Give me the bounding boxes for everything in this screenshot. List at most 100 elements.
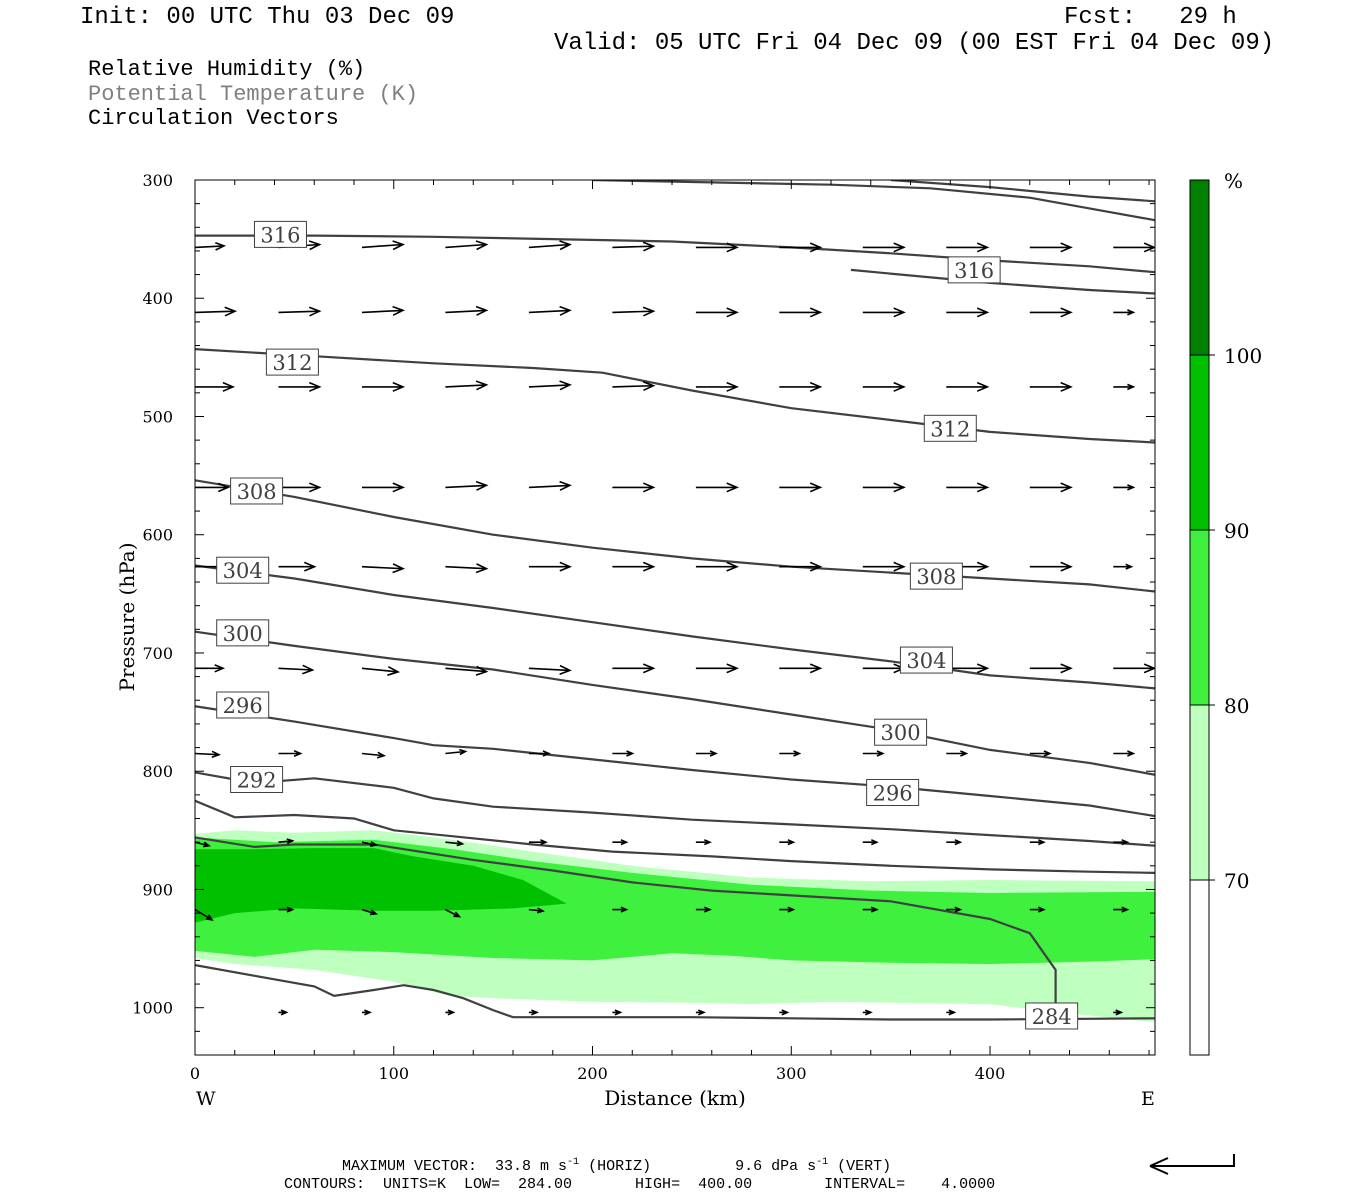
theta-contour-296 [195, 705, 1155, 818]
contour-label-box [909, 562, 963, 590]
vector-arrow [862, 663, 906, 674]
contour-label-box [899, 646, 953, 674]
vector-arrow [195, 664, 226, 673]
contour-label-box [1025, 1002, 1079, 1030]
vector-arrow [195, 841, 212, 848]
contour-label-316: 316 [947, 256, 1001, 284]
init-time: Init: 00 UTC Thu 03 Dec 09 [80, 4, 455, 31]
y-tick-label: 800 [142, 762, 173, 781]
contour-label-box [216, 691, 270, 719]
vector-arrow [612, 561, 656, 572]
vector-arrow [1029, 750, 1052, 757]
max-vector-horiz: (HORIZ) [579, 1158, 652, 1175]
colorbar-label: 90 [1224, 519, 1249, 543]
theta-contour-284 [195, 836, 1057, 1015]
theta-contour-316 [195, 234, 1155, 274]
y-tick-label: 900 [142, 880, 173, 899]
contour-label-box [216, 619, 270, 647]
vector-arrow [361, 665, 401, 676]
vector-arrow [1029, 482, 1073, 493]
vector-arrow [946, 906, 963, 913]
x-tick-label: 100 [378, 1064, 409, 1083]
contour-label-box [947, 256, 1001, 284]
vector-arrow [278, 906, 295, 913]
contour-label-text: 296 [223, 694, 263, 718]
vector-arrow [862, 482, 906, 493]
rh-region-90 [195, 848, 567, 923]
contour-label-300: 300 [874, 718, 928, 746]
vector-arrow [1113, 839, 1130, 846]
vector-arrow [1113, 484, 1136, 491]
vector-arrow [779, 906, 796, 913]
vector-arrow [612, 906, 629, 913]
contour-label-box [265, 348, 319, 376]
colorbar: 70 80 90 100 [1189, 179, 1262, 1056]
y-tick-label: 1000 [132, 999, 173, 1018]
vector-arrow [1113, 663, 1155, 674]
vector-arrow [1113, 563, 1134, 570]
vector-arrow [946, 1009, 957, 1016]
contour-label-text: 304 [906, 649, 946, 673]
colorbar-label: 100 [1224, 344, 1262, 368]
vector-arrow [862, 561, 906, 572]
vector-arrow [528, 750, 551, 757]
contour-label-box [874, 718, 928, 746]
theta-contour-284 [195, 964, 1155, 1021]
valid-time: Valid: 05 UTC Fri 04 Dec 09 (00 EST Fri … [554, 30, 1275, 57]
vector-arrow [195, 381, 236, 392]
vector-arrow [445, 748, 468, 756]
colorbar-frame [1189, 179, 1210, 1056]
vector-arrow [445, 305, 489, 316]
vector-arrow [1113, 1009, 1124, 1016]
vector-arrow [612, 241, 656, 252]
contour-label-box [230, 765, 284, 793]
x-tick-label: 300 [776, 1064, 807, 1083]
vector-arrow [612, 839, 629, 846]
y-tick-label: 700 [142, 644, 173, 663]
contour-label-text: 312 [272, 351, 312, 375]
contour-label-304: 304 [899, 646, 953, 674]
contour-label-316: 316 [253, 220, 307, 248]
vector-arrow [946, 750, 969, 757]
axes: 300 400 500 600 700 800 900 1000 0 100 200 300 400 [132, 171, 1155, 1083]
contour-label-text: 292 [237, 768, 277, 792]
max-vector-note: MAXIMUM VECTOR: 33.8 m s-1 (HORIZ) 9.6 dP… [342, 1157, 892, 1175]
vector-arrow [695, 750, 718, 757]
theta-contour-304 [195, 564, 1155, 690]
vector-arrow [779, 1009, 790, 1016]
vector-arrow [612, 482, 656, 493]
max-vector-vert-value: 9.6 dPa s [735, 1158, 817, 1175]
vector-arrow [1113, 383, 1136, 391]
vector-arrow [862, 839, 879, 846]
vector-arrow [361, 563, 406, 574]
vector-arrow [1029, 561, 1073, 572]
theta-contour-312 [195, 348, 1155, 444]
vector-arrow [946, 242, 990, 253]
theta-contour-316 [592, 180, 1155, 222]
vector-arrow [1029, 839, 1046, 846]
colorbar-segment [1190, 880, 1209, 1055]
colorbar-label: 70 [1224, 869, 1249, 893]
theta-contour-300 [195, 630, 1155, 776]
vector-arrow [946, 307, 990, 318]
vector-arrow [695, 906, 712, 913]
vector-arrow [779, 663, 823, 674]
forecast-hour: Fcst: 29 h [1064, 4, 1237, 31]
vector-arrow [862, 1009, 873, 1016]
vector-arrow [361, 305, 406, 316]
theta-contours [195, 180, 1155, 1021]
contour-label-box [866, 779, 920, 806]
vector-arrow [195, 908, 214, 921]
x-tick-label: 0 [190, 1064, 200, 1083]
contour-label-box [923, 414, 977, 442]
vector-arrow [862, 750, 885, 757]
contour-label-box [253, 220, 307, 248]
vector-arrow [1029, 307, 1073, 318]
vector-arrow [361, 908, 378, 916]
contour-label-text: 316 [954, 259, 994, 283]
contour-label-text: 284 [1032, 1005, 1072, 1029]
vector-arrow [195, 482, 231, 493]
vector-arrow [946, 663, 990, 674]
vector-arrow [445, 240, 489, 251]
